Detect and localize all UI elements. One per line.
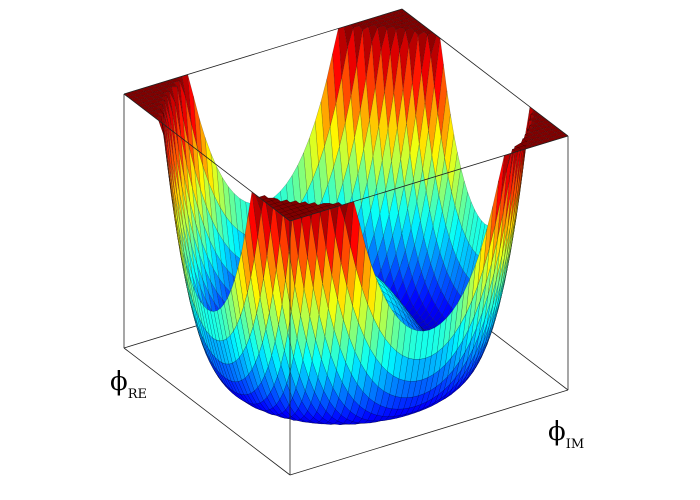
surface-cell — [390, 313, 401, 352]
surface-cell — [384, 304, 395, 347]
x-axis-label: ϕRE — [110, 367, 147, 402]
surface-cell — [436, 317, 447, 353]
box-edge — [289, 135, 569, 222]
y-axis-label: ϕIM — [548, 417, 584, 452]
surface-cell — [442, 310, 453, 348]
x-label-symbol: ϕ — [110, 367, 128, 397]
surface-cell — [477, 228, 488, 286]
surface-cell — [402, 325, 412, 359]
surface-cell — [425, 327, 436, 359]
surface-cell — [471, 248, 482, 301]
box-edge — [123, 347, 291, 476]
surface-cell — [448, 302, 459, 342]
box-edge — [289, 389, 569, 476]
surface-cell — [355, 223, 366, 288]
surface — [123, 8, 569, 425]
y-label-subscript: IM — [566, 437, 584, 452]
surface-cell — [350, 201, 360, 269]
y-label-symbol: ϕ — [548, 417, 566, 447]
surface-cell — [367, 264, 378, 318]
box-front — [123, 8, 569, 476]
box-edge — [123, 8, 403, 95]
surface-cell — [489, 180, 499, 249]
x-label-subscript: RE — [128, 387, 147, 402]
surface-cell — [454, 292, 464, 334]
surface-cell — [373, 280, 383, 330]
surface-cell — [361, 245, 372, 305]
box-edge — [123, 93, 291, 222]
surface-cell — [431, 323, 441, 357]
surface-cell — [460, 279, 470, 325]
box-edge — [401, 8, 569, 137]
surface-cell — [419, 329, 430, 360]
surface-cell — [407, 328, 418, 360]
